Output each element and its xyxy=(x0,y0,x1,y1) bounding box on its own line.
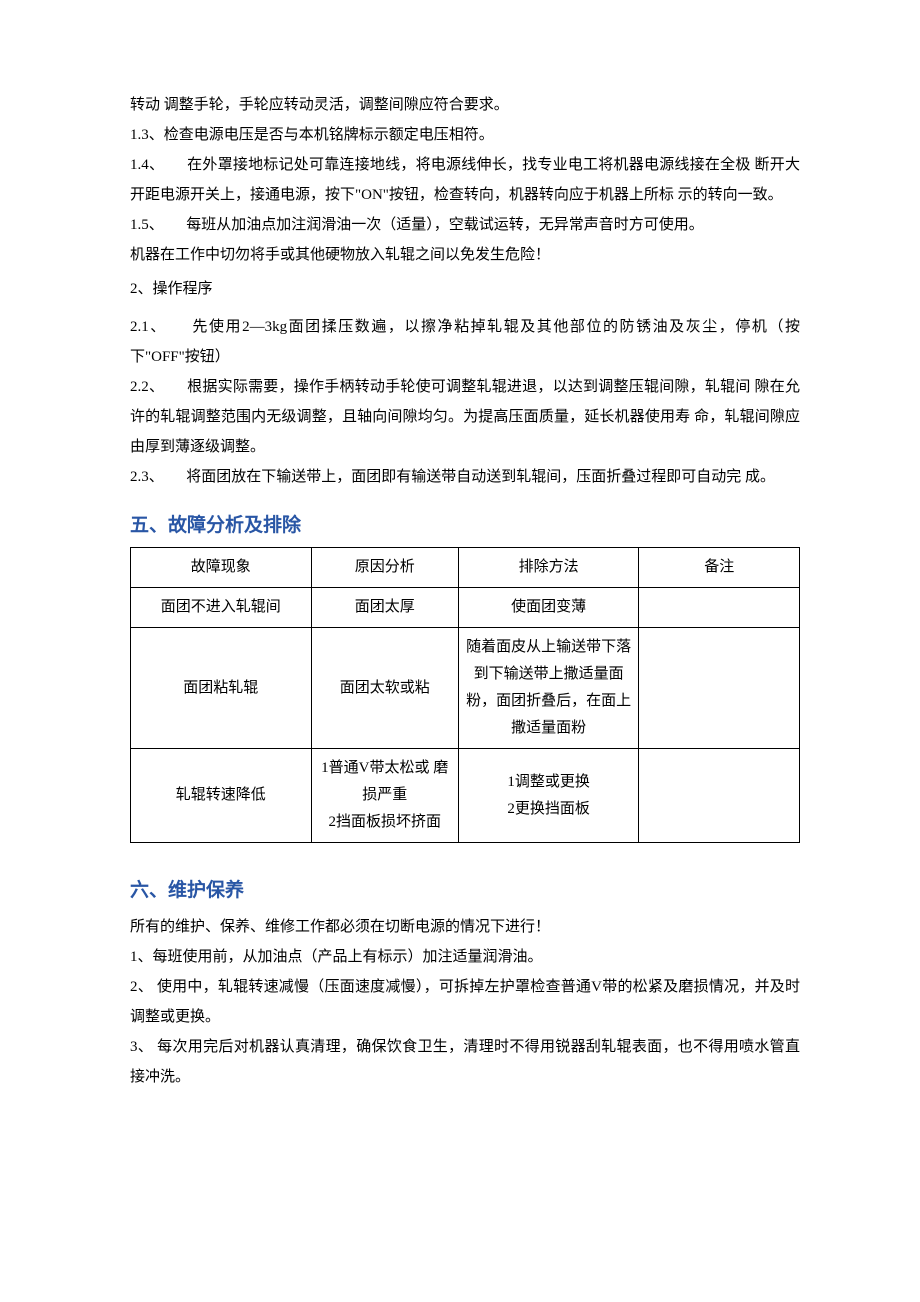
table-cell: 轧辊转速降低 xyxy=(131,749,312,843)
table-cell xyxy=(639,628,800,749)
table-cell: 使面团变薄 xyxy=(458,588,639,628)
table-header-cause: 原因分析 xyxy=(311,548,458,588)
table-header-remark: 备注 xyxy=(639,548,800,588)
table-cell: 面团粘轧辊 xyxy=(131,628,312,749)
table-row: 面团粘轧辊 面团太软或粘 随着面皮从上输送带下落到下输送带上撒适量面粉，面团折叠… xyxy=(131,628,800,749)
section-2-header: 2、操作程序 xyxy=(130,274,800,304)
paragraph-3: 1.4、 在外罩接地标记处可靠连接地线，将电源线伸长，找专业电工将机器电源线接在… xyxy=(130,150,800,210)
heading-section-6: 六、维护保养 xyxy=(130,875,800,902)
paragraph-5: 机器在工作中切勿将手或其他硬物放入轧辊之间以免发生危险！ xyxy=(130,240,800,270)
section6-p3: 2、 使用中，轧辊转速减慢（压面速度减慢），可拆掉左护罩检查普通V带的松紧及磨损… xyxy=(130,972,800,1032)
table-cell xyxy=(639,749,800,843)
table-cell: 面团不进入轧辊间 xyxy=(131,588,312,628)
paragraph-4: 1.5、 每班从加油点加注润滑油一次（适量），空载试运转，无异常声音时方可使用。 xyxy=(130,210,800,240)
table-row: 轧辊转速降低 1普通V带太松或 磨损严重2挡面板损坏挤面 1调整或更换2更换挡面… xyxy=(131,749,800,843)
heading-section-5: 五、故障分析及排除 xyxy=(130,510,800,537)
table-header-row: 故障现象 原因分析 排除方法 备注 xyxy=(131,548,800,588)
paragraph-7: 2.1、 先使用2—3kg面团揉压数遍，以擦净粘掉轧辊及其他部位的防锈油及灰尘，… xyxy=(130,312,800,372)
paragraph-9: 2.3、 将面团放在下输送带上，面团即有输送带自动送到轧辊间，压面折叠过程即可自… xyxy=(130,462,800,492)
table-cell xyxy=(639,588,800,628)
section6-p4: 3、 每次用完后对机器认真清理，确保饮食卫生，清理时不得用锐器刮轧辊表面，也不得… xyxy=(130,1032,800,1092)
paragraph-2: 1.3、检查电源电压是否与本机铭牌标示额定电压相符。 xyxy=(130,120,800,150)
section6-p2: 1、每班使用前，从加油点（产品上有标示）加注适量润滑油。 xyxy=(130,942,800,972)
table-cell: 面团太软或粘 xyxy=(311,628,458,749)
paragraph-8: 2.2、 根据实际需要，操作手柄转动手轮使可调整轧辊进退，以达到调整压辊间隙，轧… xyxy=(130,372,800,462)
table-header-fault: 故障现象 xyxy=(131,548,312,588)
table-cell: 随着面皮从上输送带下落到下输送带上撒适量面粉，面团折叠后，在面上撒适量面粉 xyxy=(458,628,639,749)
paragraph-1: 转动 调整手轮，手轮应转动灵活，调整间隙应符合要求。 xyxy=(130,90,800,120)
table-cell: 面团太厚 xyxy=(311,588,458,628)
table-cell: 1调整或更换2更换挡面板 xyxy=(458,749,639,843)
troubleshooting-table: 故障现象 原因分析 排除方法 备注 面团不进入轧辊间 面团太厚 使面团变薄 面团… xyxy=(130,547,800,843)
section6-p1: 所有的维护、保养、维修工作都必须在切断电源的情况下进行！ xyxy=(130,912,800,942)
table-cell: 1普通V带太松或 磨损严重2挡面板损坏挤面 xyxy=(311,749,458,843)
table-row: 面团不进入轧辊间 面团太厚 使面团变薄 xyxy=(131,588,800,628)
table-header-solution: 排除方法 xyxy=(458,548,639,588)
